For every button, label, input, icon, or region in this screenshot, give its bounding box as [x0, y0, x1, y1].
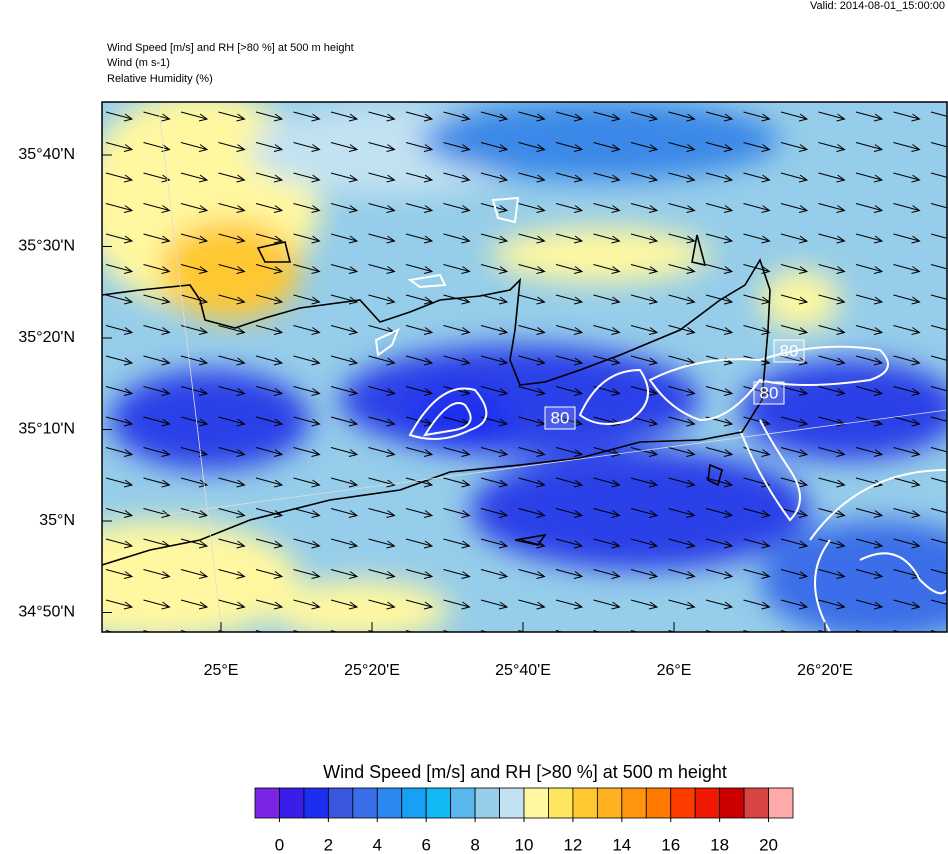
colorbar-swatch [303, 787, 329, 819]
colorbar-tick-label: 6 [421, 835, 430, 854]
header-line: Wind Speed [m/s] and RH [>80 %] at 500 m… [107, 42, 354, 54]
colorbar-swatch [670, 787, 696, 819]
colorbar-tick-label: 8 [470, 835, 479, 854]
lat-label: 35°N [39, 512, 75, 529]
valid-time: Valid: 2014-08-01_15:00:00 [810, 0, 945, 12]
colorbar-tick-label: 10 [515, 835, 534, 854]
colorbar-swatch [743, 787, 769, 819]
colorbar-swatch [425, 787, 452, 819]
lon-label: 26°E [657, 662, 692, 679]
colorbar-tick-label: 16 [661, 835, 680, 854]
map-field [102, 102, 947, 632]
contour-label: 80 [551, 408, 570, 427]
colorbar-swatch [719, 787, 745, 819]
map-frame [101, 101, 948, 633]
colorbar-swatch [548, 787, 574, 819]
colorbar-swatch [279, 787, 305, 819]
map-labels: 35°40'N 35°30'N 35°20'N 35°10'N 35°N 34°50'N 2… [18, 146, 852, 679]
contour-label: 80 [760, 383, 779, 402]
header-line: Relative Humidity (%) [107, 73, 213, 85]
colorbar-swatch [523, 787, 549, 819]
colorbar-swatch [254, 787, 280, 819]
colorbar-tick-label: 20 [759, 835, 778, 854]
colorbar-swatch [572, 787, 598, 819]
contour-label-box [773, 339, 805, 363]
lon-label: 25°20'E [344, 662, 400, 679]
colorbar-swatch [327, 787, 354, 819]
lat-label: 34°50'N [18, 604, 75, 621]
colorbar-swatch [596, 787, 623, 819]
contour-label-box [753, 381, 785, 405]
contour-label-box [544, 406, 576, 430]
colorbar-tick-label: 18 [710, 835, 729, 854]
contour-label: 80 [780, 341, 799, 360]
lat-label: 35°10'N [18, 421, 75, 438]
colorbar-swatch [352, 787, 378, 819]
lon-label: 25°40'E [495, 662, 551, 679]
colorbar-swatch [401, 787, 427, 819]
colorbar-swatch [645, 787, 672, 819]
colorbar-tick-label: 14 [612, 835, 631, 854]
colorbar-tick-label: 4 [373, 835, 382, 854]
lon-label: 25°E [204, 662, 239, 679]
lat-label: 35°20'N [18, 329, 75, 346]
colorbar-swatch [376, 787, 403, 819]
header-line: Wind (m s-1) [107, 57, 170, 69]
lon-label: 26°20'E [797, 662, 853, 679]
colorbar-title: Wind Speed [m/s] and RH [>80 %] at 500 m… [323, 762, 727, 782]
colorbar-tick-label: 12 [563, 835, 582, 854]
colorbar-swatch [450, 787, 476, 819]
lat-label: 35°30'N [18, 238, 75, 255]
lat-label: 35°40'N [18, 146, 75, 163]
colorbar-swatch [474, 787, 500, 819]
colorbar-tick-label: 0 [275, 835, 284, 854]
colorbar-swatch [499, 787, 525, 819]
colorbar-swatch [621, 787, 647, 819]
colorbar-swatch [694, 787, 721, 819]
colorbar-tick-label: 2 [324, 835, 333, 854]
colorbar-swatch [768, 787, 794, 819]
colorbar: 0 2 4 6 8 10 12 14 16 18 20 [254, 787, 794, 854]
